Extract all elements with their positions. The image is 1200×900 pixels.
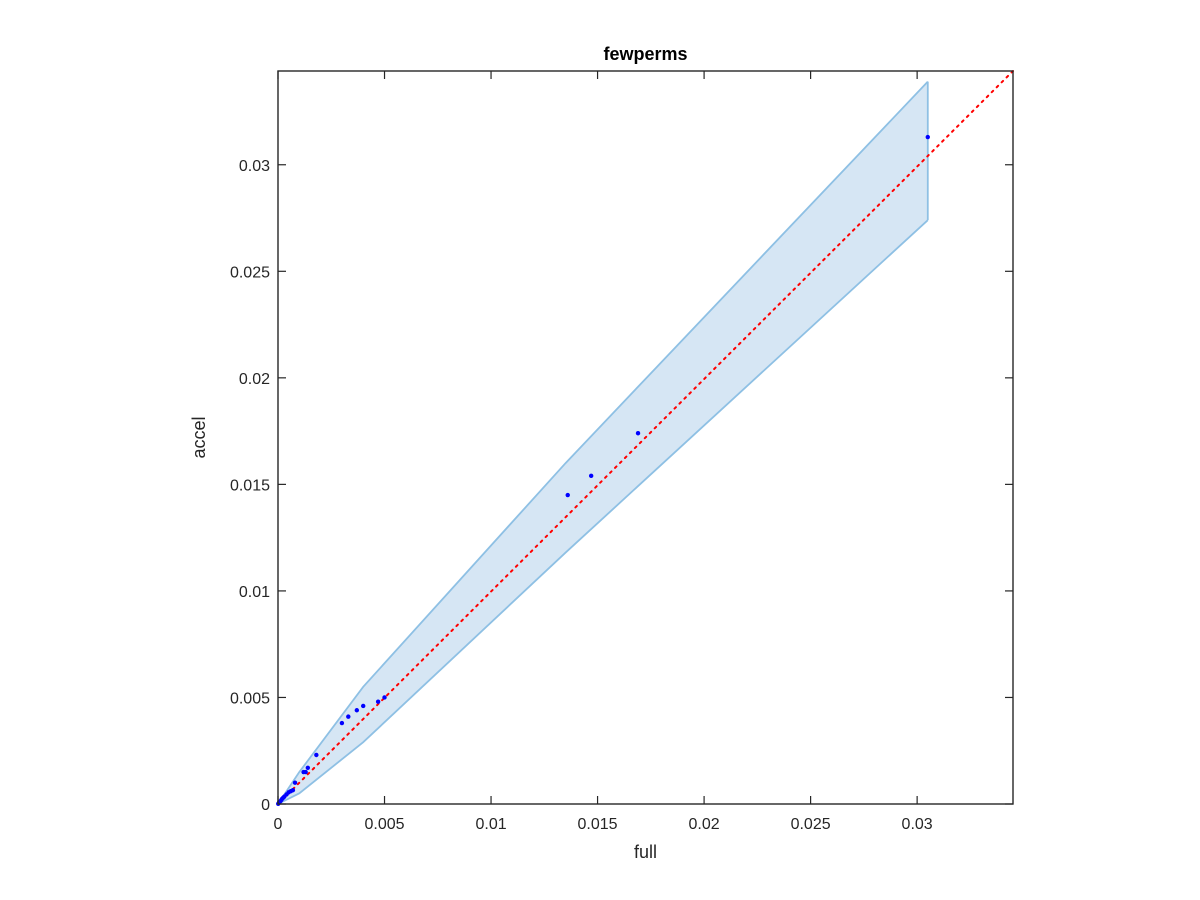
data-point — [361, 703, 366, 709]
x-tick-label: 0 — [274, 816, 283, 833]
data-point — [565, 492, 570, 498]
band-fill — [278, 81, 928, 805]
y-tick-label: 0.01 — [239, 584, 270, 601]
data-point — [290, 787, 296, 793]
data-point — [339, 720, 345, 726]
y-tick-label: 0.025 — [230, 264, 270, 281]
data-point — [635, 431, 641, 436]
x-tick-label: 0.01 — [475, 816, 506, 833]
data-point — [925, 134, 930, 140]
x-tick-label: 0.02 — [689, 816, 720, 833]
identity-line — [277, 70, 1014, 805]
reference-line — [277, 70, 1014, 805]
x-axis-title: full — [634, 842, 657, 862]
data-point — [375, 699, 381, 704]
axes — [277, 70, 1014, 805]
plot-frame — [277, 70, 1014, 805]
x-tick-label: 0.015 — [578, 816, 618, 833]
band-lower-edge — [277, 219, 929, 805]
y-tick-label: 0.005 — [230, 690, 270, 707]
y-axis-title: accel — [189, 416, 209, 458]
data-point — [314, 752, 319, 758]
y-tick-label: 0.02 — [239, 371, 270, 388]
chart-title: fewperms — [603, 44, 687, 64]
x-tick-label: 0.005 — [364, 816, 404, 833]
y-tick-label: 0.03 — [239, 158, 270, 175]
band-upper-edge — [277, 81, 929, 805]
x-tick-label: 0.03 — [902, 816, 933, 833]
data-point — [382, 695, 387, 700]
data-point — [303, 769, 308, 775]
data-point — [588, 473, 594, 479]
data-point — [305, 765, 311, 770]
data-point — [346, 714, 351, 719]
data-point — [354, 708, 360, 713]
y-tick-label: 0.015 — [230, 477, 270, 494]
y-tick-label: 0 — [261, 797, 270, 814]
x-tick-label: 0.025 — [791, 816, 831, 833]
confidence-band — [277, 81, 929, 805]
ticks: 0 0.005 0.01 0.015 0.02 0.025 0.03 0 0.005 0.01 0.… — [230, 71, 1013, 833]
data-point — [292, 780, 298, 785]
